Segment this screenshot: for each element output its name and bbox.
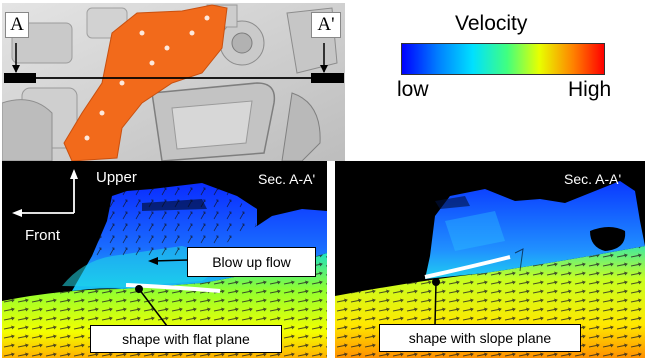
engine-bay-image: A A' (2, 3, 345, 161)
marker-a-label: A (10, 14, 24, 35)
marker-a-prime-label: A' (317, 14, 335, 35)
section-label-right: Sec. A-A' (564, 171, 622, 187)
slope-plane-shape (424, 255, 511, 279)
marker-a-box: A (5, 12, 29, 38)
flat-plane-shape (125, 283, 221, 293)
axis-left-arrowhead (12, 209, 22, 217)
callout-flat-plane: shape with flat plane (90, 325, 282, 353)
callout-blow-up-flow: Blow up flow (187, 247, 316, 277)
legend-title: Velocity (455, 12, 528, 35)
orange-component (63, 4, 228, 161)
engine-bay-drawing (2, 3, 345, 161)
cfd-panel-slope: Sec. A-A' shape with slope plane (335, 161, 645, 358)
section-label-left: Sec. A-A' (258, 171, 316, 187)
velocity-legend: Velocity low High (380, 12, 640, 107)
legend-low-label: low (397, 78, 429, 101)
legend-colorbar (401, 43, 605, 75)
callout-blow-up-flow-text: Blow up flow (212, 254, 291, 270)
callout-slope-plane-text: shape with slope plane (408, 330, 552, 346)
axis-left-label: Front (25, 227, 61, 244)
section-end-left (4, 73, 36, 83)
section-end-right (311, 73, 344, 83)
axis-up-arrowhead (70, 169, 78, 179)
axis-up-label: Upper (96, 169, 137, 186)
callout-flat-plane-text: shape with flat plane (122, 331, 250, 347)
callout-slope-plane: shape with slope plane (379, 324, 581, 352)
cfd-panel-flat: Upper Front Sec. A-A' Blow up flow shape… (2, 161, 327, 358)
marker-a-prime-box: A' (311, 12, 341, 38)
legend-high-label: High (568, 78, 612, 101)
